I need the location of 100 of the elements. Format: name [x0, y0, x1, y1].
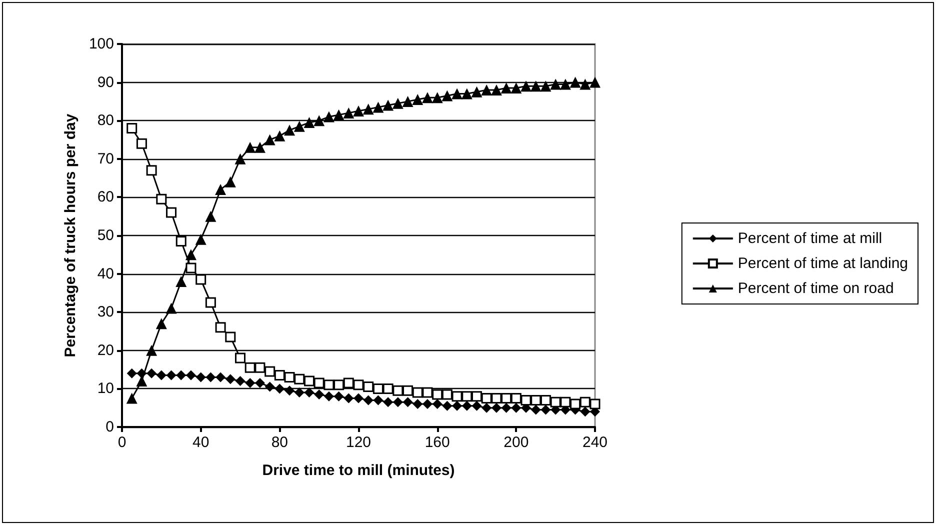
- point: [442, 400, 452, 411]
- point: [432, 399, 442, 410]
- x-tick-label: 160: [424, 434, 450, 451]
- point: [402, 96, 414, 107]
- point: [344, 393, 354, 404]
- y-tick-label: 70: [97, 150, 114, 168]
- y-tick-label: 10: [97, 380, 114, 398]
- point: [274, 370, 285, 381]
- point: [570, 398, 581, 410]
- y-tick-label: 30: [97, 304, 114, 321]
- point: [225, 374, 236, 384]
- point: [372, 383, 384, 394]
- point: [491, 393, 502, 404]
- point: [580, 78, 591, 90]
- point: [412, 399, 423, 410]
- point: [353, 106, 364, 117]
- point: [501, 393, 512, 404]
- point: [550, 396, 561, 408]
- point: [520, 394, 532, 406]
- point: [363, 382, 374, 392]
- point: [510, 393, 522, 404]
- point: [224, 176, 236, 188]
- point: [452, 391, 462, 402]
- point: [482, 402, 492, 413]
- point: [392, 98, 404, 109]
- point: [176, 370, 186, 380]
- y-tick-label: 60: [97, 188, 114, 206]
- point: [432, 92, 443, 104]
- point: [205, 210, 216, 222]
- point: [412, 387, 423, 398]
- point: [294, 120, 305, 132]
- point: [324, 380, 334, 390]
- point: [304, 376, 314, 386]
- point: [304, 117, 315, 128]
- point: [490, 84, 502, 96]
- y-tick-label: 0: [106, 418, 114, 436]
- point: [176, 236, 186, 246]
- point: [363, 395, 374, 406]
- point: [304, 388, 314, 398]
- x-tick-label: 40: [192, 434, 210, 451]
- point: [225, 332, 236, 342]
- point: [590, 398, 600, 410]
- point: [234, 153, 246, 164]
- point: [215, 184, 226, 196]
- legend-label: Percent of time at landing: [738, 255, 908, 272]
- point: [176, 276, 187, 287]
- point: [530, 394, 542, 406]
- point: [373, 395, 384, 406]
- point: [244, 362, 256, 373]
- x-axis-title: Drive time to mill (minutes): [262, 462, 455, 479]
- point: [254, 362, 266, 373]
- y-axis-title: Percentage of truck hours per day: [62, 113, 80, 358]
- point: [540, 404, 551, 415]
- point: [372, 102, 384, 113]
- point: [156, 318, 167, 330]
- point: [452, 88, 463, 100]
- point: [462, 400, 472, 411]
- point: [422, 387, 433, 398]
- y-tick-label: 100: [88, 36, 114, 52]
- point: [442, 389, 452, 400]
- point: [284, 372, 295, 382]
- point: [491, 402, 502, 413]
- point: [510, 82, 522, 94]
- point: [136, 138, 147, 149]
- point: [186, 370, 196, 380]
- point: [590, 76, 600, 88]
- point: [580, 406, 590, 417]
- y-tick-label: 40: [97, 265, 114, 282]
- point: [195, 234, 206, 245]
- point: [294, 388, 304, 398]
- y-tick-label: 50: [97, 227, 114, 244]
- point: [126, 392, 138, 404]
- point: [570, 76, 581, 88]
- point: [432, 389, 443, 400]
- point: [530, 80, 542, 92]
- point: [126, 368, 137, 378]
- point: [362, 104, 374, 115]
- x-tick-label: 120: [346, 434, 372, 451]
- point: [284, 124, 296, 136]
- point: [146, 344, 158, 356]
- point: [314, 389, 324, 400]
- point: [402, 385, 414, 396]
- point: [452, 400, 462, 411]
- point: [530, 404, 541, 415]
- point: [254, 378, 265, 388]
- point: [274, 384, 285, 394]
- point: [442, 90, 453, 102]
- point: [334, 391, 344, 402]
- point: [254, 142, 266, 153]
- point: [274, 130, 286, 142]
- x-tick-label: 0: [118, 434, 126, 451]
- point: [245, 378, 256, 388]
- point: [481, 393, 492, 404]
- point: [343, 378, 354, 388]
- x-tick-label: 80: [271, 434, 288, 451]
- point: [382, 383, 394, 394]
- point: [540, 80, 552, 92]
- point: [323, 111, 334, 122]
- point: [166, 370, 176, 380]
- point: [294, 374, 305, 384]
